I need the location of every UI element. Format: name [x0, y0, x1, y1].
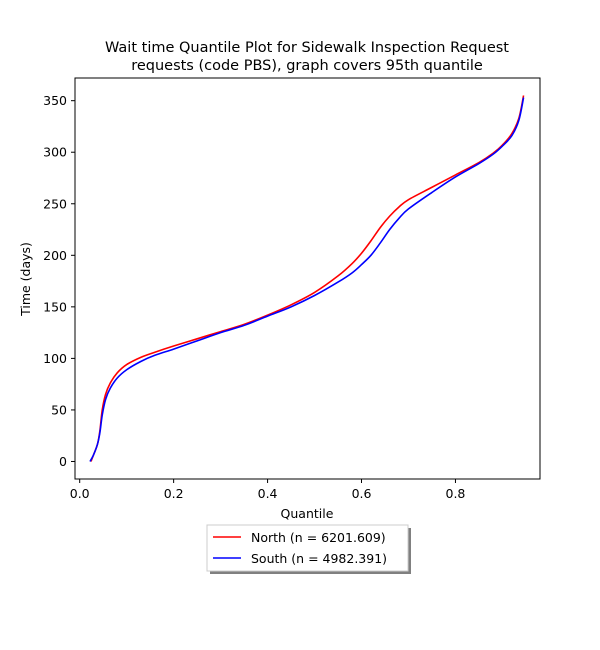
series-line-north	[90, 95, 525, 462]
y-tick-label: 100	[43, 351, 67, 366]
y-axis-label: Time (days)	[18, 242, 33, 317]
y-tick-label: 200	[43, 248, 67, 263]
x-axis-ticks: 0.0 0.2 0.4 0.6 0.8	[70, 479, 466, 501]
legend-label-north: North (n = 6201.609)	[251, 530, 386, 545]
chart-title: Wait time Quantile Plot for Sidewalk Ins…	[105, 40, 509, 74]
plot-frame	[74, 77, 541, 480]
chart-title-line-1: Wait time Quantile Plot for Sidewalk Ins…	[105, 40, 509, 56]
y-tick-label: 150	[43, 299, 67, 314]
y-tick-label: 50	[51, 402, 67, 417]
y-tick-label: 300	[43, 145, 67, 160]
y-tick-label: 0	[59, 454, 67, 469]
series-line-south	[89, 97, 525, 462]
x-axis-label: Quantile	[281, 506, 334, 521]
legend-label-south: South (n = 4982.391)	[251, 551, 387, 566]
x-tick-label: 0.6	[352, 486, 372, 501]
y-tick-label: 250	[43, 196, 67, 211]
chart-title-line-2: requests (code PBS), graph covers 95th q…	[131, 58, 483, 74]
x-tick-label: 0.8	[446, 486, 466, 501]
legend: North (n = 6201.609) South (n = 4982.391…	[206, 524, 411, 574]
y-tick-label: 350	[43, 93, 67, 108]
x-tick-label: 0.0	[70, 486, 90, 501]
legend-box	[206, 524, 409, 572]
series-layer	[89, 95, 525, 462]
x-tick-label: 0.4	[258, 486, 278, 501]
x-tick-label: 0.2	[164, 486, 184, 501]
y-axis-ticks: 0 50 100 150 200 250 300 350	[43, 93, 75, 469]
